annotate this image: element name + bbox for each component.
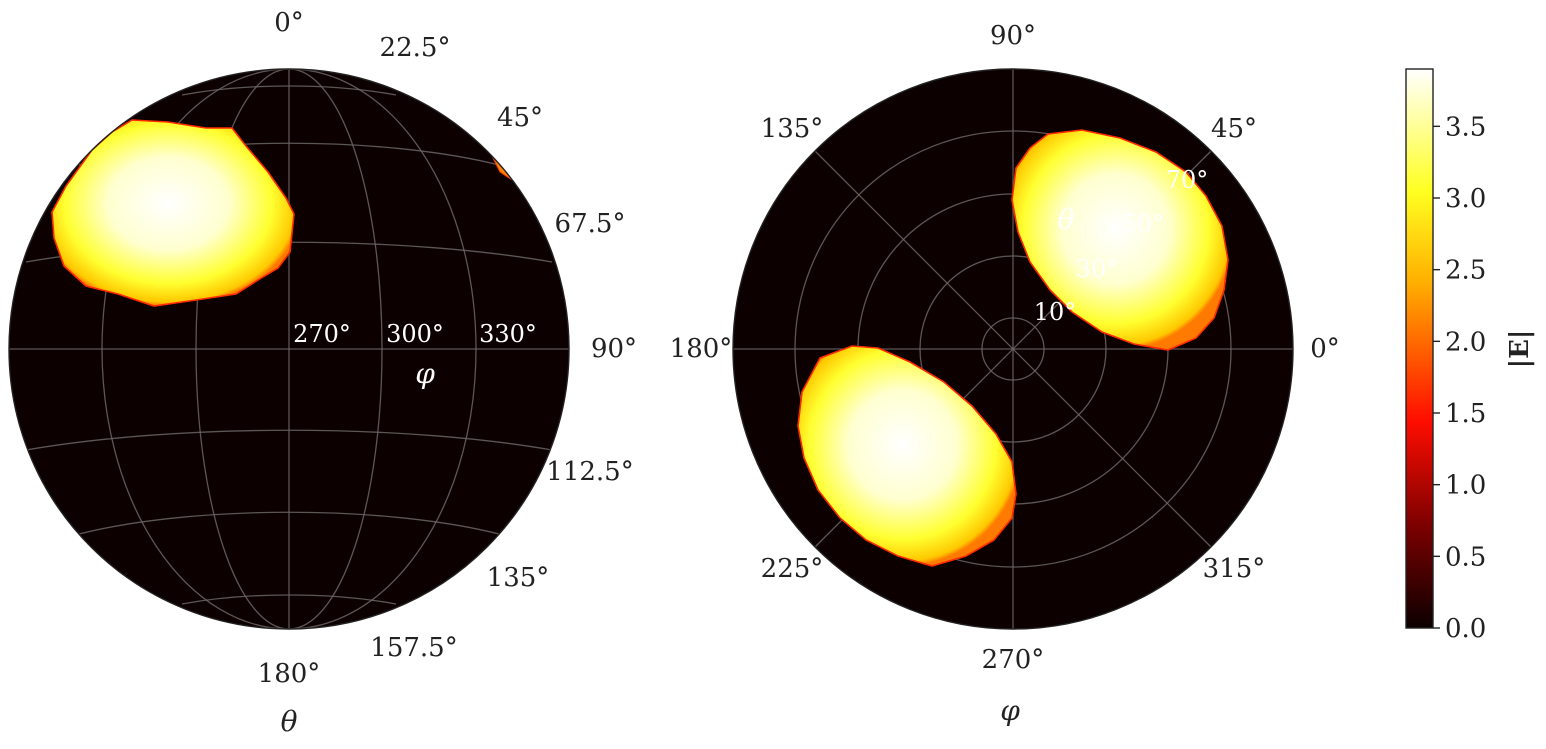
lon-line-300 [195,69,383,629]
colorbar-tick-label: 0.0 [1445,614,1486,644]
phi-tick-label: 45° [1211,114,1257,144]
theta-tick-label: 157.5° [370,633,457,663]
colorbar-tick-label: 3.5 [1445,112,1486,142]
colorbar-tick-label: 2.5 [1445,256,1486,286]
theta-tick-label: 22.5° [380,33,451,63]
phi-tick-label: 330° [479,320,537,348]
colorbar-label: |E| [1505,330,1535,369]
right-lobe-1 [1011,129,1229,351]
right-lobes [797,129,1229,567]
right-phi-ticks: 0° 45° 90° 135° 180° 225° 270° 315° [670,21,1340,675]
right-polar-outline [732,68,1294,630]
right-theta-axis-label: θ [1058,203,1075,236]
phi-tick-label: 270° [982,645,1045,675]
ring-tick-label: 30° [1076,255,1119,283]
phi-tick-label: 315° [1203,554,1266,584]
phi-tick-label: 300° [386,320,444,348]
colorbar-tick-label: 3.0 [1445,184,1486,214]
left-theta-axis-label: θ [281,705,298,738]
phi-tick-label: 180° [670,334,733,364]
phi-tick-label: 270° [293,320,351,348]
right-polar-plot [732,68,1294,630]
ring-tick-label: 10° [1034,298,1077,326]
phi-tick-label: 90° [990,21,1036,51]
colorbar-tick-label: 0.5 [1445,542,1486,572]
theta-tick-label: 0° [274,8,304,38]
right-phi-axis-label: φ [1000,694,1020,727]
theta-tick-label: 90° [591,334,637,364]
colorbar-tick-label: 1.5 [1445,399,1486,429]
theta-tick-label: 180° [258,659,321,689]
colorbar: 0.0 0.5 1.0 1.5 2.0 2.5 3.0 3.5 |E| [1405,68,1535,644]
left-theta-ticks: 0° 22.5° 45° 67.5° 90° 112.5° 135° 157.5… [258,8,637,689]
theta-tick-label: 67.5° [555,209,626,239]
lon-line-330 [101,69,477,629]
left-phi-ticks: 270° 300° 330° [293,320,537,348]
colorbar-tick-label: 2.0 [1445,327,1486,357]
colorbar-ticks: 0.0 0.5 1.0 1.5 2.0 2.5 3.0 3.5 [1433,112,1486,644]
right-polar-grid [733,69,1293,629]
phi-tick-label: 135° [761,114,824,144]
ring-tick-label: 70° [1166,166,1209,194]
right-lobe-2 [797,345,1017,567]
theta-tick-label: 45° [497,103,543,133]
ring-tick-label: 50° [1122,210,1165,238]
left-sphere-plot [8,68,570,630]
colorbar-tick-label: 1.0 [1445,471,1486,501]
phi-tick-label: 0° [1310,334,1340,364]
theta-tick-label: 135° [487,563,550,593]
left-sphere-outline [8,68,570,630]
colorbar-gradient [1405,68,1434,629]
right-theta-ring-ticks: 10° 30° 50° 70° [1034,166,1209,326]
left-phi-axis-label: φ [415,357,435,390]
phi-tick-label: 225° [761,554,824,584]
theta-tick-label: 112.5° [546,457,633,487]
left-lobe-shape [51,119,295,307]
